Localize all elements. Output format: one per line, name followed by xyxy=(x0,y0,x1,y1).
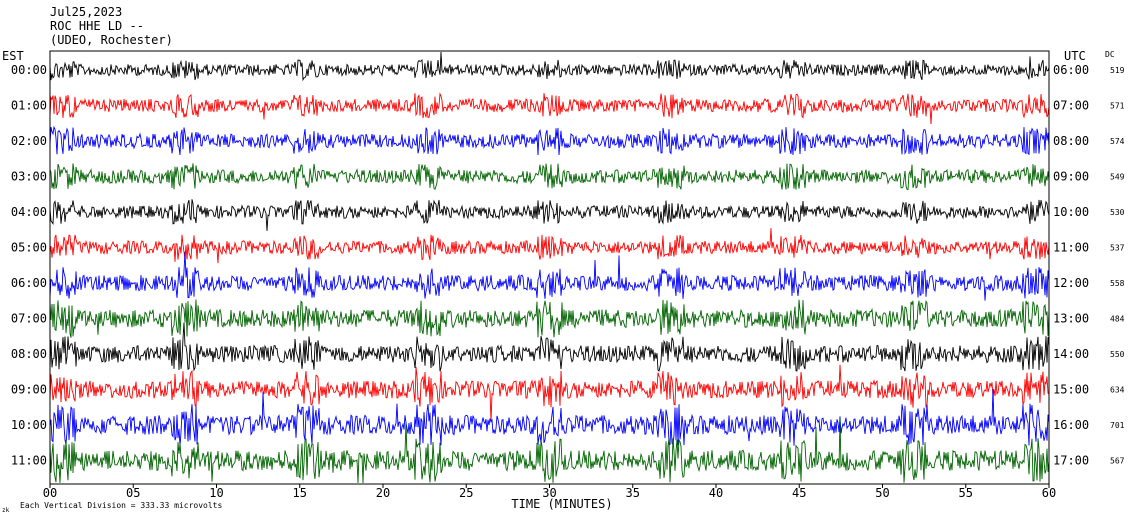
utc-label: 08:00 xyxy=(1053,134,1089,148)
dc-value: 558 xyxy=(1110,279,1125,288)
dc-label: DC xyxy=(1105,50,1115,59)
dc-value: 574 xyxy=(1110,137,1125,146)
dc-value: 537 xyxy=(1110,244,1125,253)
est-label: 08:00 xyxy=(11,347,47,361)
dc-value: 519 xyxy=(1110,66,1125,75)
header-date: Jul25,2023 xyxy=(50,5,123,19)
trace-row-0400 xyxy=(49,199,1050,231)
utc-label: 07:00 xyxy=(1053,99,1089,113)
header-station: ROC HHE LD -- xyxy=(50,19,144,33)
scale-note: Each Vertical Division = 333.33 microvol… xyxy=(20,501,222,510)
trace-row-1000 xyxy=(49,388,1050,447)
x-tick-label: 55 xyxy=(959,486,973,500)
x-axis-label: TIME (MINUTES) xyxy=(511,497,612,511)
utc-label: 11:00 xyxy=(1053,241,1089,255)
trace-group xyxy=(49,51,1050,484)
dc-value: 550 xyxy=(1110,350,1125,359)
utc-label: 06:00 xyxy=(1053,63,1089,77)
utc-label: 14:00 xyxy=(1053,347,1089,361)
corner-mark: zk xyxy=(2,507,10,514)
trace-row-0000 xyxy=(49,51,1050,82)
utc-label: 17:00 xyxy=(1053,454,1089,468)
x-tick-label: 10 xyxy=(209,486,223,500)
x-tick-label: 30 xyxy=(542,486,556,500)
x-tick-label: 20 xyxy=(376,486,390,500)
est-label: 10:00 xyxy=(11,418,47,432)
est-label: 05:00 xyxy=(11,241,47,255)
x-tick-label: 05 xyxy=(126,486,140,500)
est-label: 07:00 xyxy=(11,312,47,326)
dc-value: 484 xyxy=(1110,315,1125,324)
utc-label: 13:00 xyxy=(1053,312,1089,326)
left-zone-label: EST xyxy=(2,49,24,63)
est-label: 11:00 xyxy=(11,454,47,468)
est-label: 00:00 xyxy=(11,63,47,77)
header-location: (UDEO, Rochester) xyxy=(50,33,173,47)
trace-row-0900 xyxy=(49,364,1050,423)
utc-label: 15:00 xyxy=(1053,383,1089,397)
dc-value: 549 xyxy=(1110,173,1125,182)
dc-value: 701 xyxy=(1110,421,1125,430)
est-label: 02:00 xyxy=(11,134,47,148)
x-tick-label: 35 xyxy=(626,486,640,500)
x-tick-label: 50 xyxy=(875,486,889,500)
trace-row-0800 xyxy=(49,322,1050,372)
x-tick-label: 25 xyxy=(459,486,473,500)
utc-label: 12:00 xyxy=(1053,276,1089,290)
trace-row-0700 xyxy=(49,299,1050,338)
dc-value: 634 xyxy=(1110,386,1125,395)
trace-row-1100 xyxy=(49,418,1050,484)
utc-label: 16:00 xyxy=(1053,418,1089,432)
dc-value: 530 xyxy=(1110,208,1125,217)
x-tick-label: 40 xyxy=(709,486,723,500)
trace-row-0300 xyxy=(49,163,1050,191)
trace-row-0100 xyxy=(49,92,1050,125)
row-label-group: 00:00 06:00 519 01:00 07:00 571 02:00 08:00 574 0… xyxy=(11,63,1125,468)
est-label: 09:00 xyxy=(11,383,47,397)
x-tick-label: 15 xyxy=(293,486,307,500)
x-tick-group: 00 05 10 15 20 25 30 35 40 45 50 55 60 xyxy=(43,484,1056,500)
utc-label: 10:00 xyxy=(1053,205,1089,219)
trace-row-0200 xyxy=(49,125,1050,156)
trace-row-0500 xyxy=(49,228,1050,264)
est-label: 04:00 xyxy=(11,205,47,219)
trace-row-0600 xyxy=(49,251,1050,301)
x-tick-label: 60 xyxy=(1042,486,1056,500)
est-label: 01:00 xyxy=(11,99,47,113)
x-tick-label: 45 xyxy=(792,486,806,500)
est-label: 06:00 xyxy=(11,276,47,290)
dc-value: 571 xyxy=(1110,102,1125,111)
dc-value: 567 xyxy=(1110,457,1125,466)
x-tick-label: 00 xyxy=(43,486,57,500)
right-zone-label: UTC xyxy=(1064,49,1086,63)
est-label: 03:00 xyxy=(11,170,47,184)
utc-label: 09:00 xyxy=(1053,170,1089,184)
